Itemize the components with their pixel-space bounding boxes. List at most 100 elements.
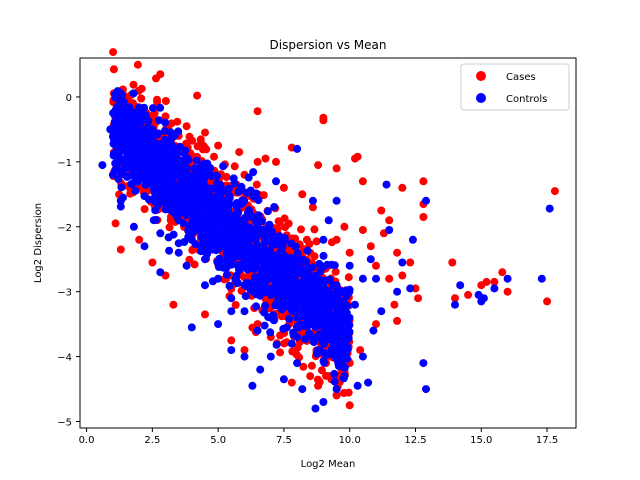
scatter-point bbox=[293, 343, 302, 352]
scatter-point bbox=[227, 294, 236, 303]
x-tick-label: 5.0 bbox=[210, 435, 226, 446]
scatter-point bbox=[187, 323, 196, 332]
scatter-point bbox=[223, 196, 232, 205]
scatter-point bbox=[324, 216, 333, 225]
scatter-point bbox=[286, 254, 295, 263]
scatter-point bbox=[188, 136, 197, 145]
scatter-point bbox=[227, 346, 236, 355]
scatter-point bbox=[161, 112, 170, 121]
x-tick-label: 17.5 bbox=[536, 435, 558, 446]
scatter-point bbox=[222, 173, 231, 181]
scatter-point bbox=[194, 185, 203, 194]
scatter-point bbox=[311, 404, 320, 413]
scatter-point bbox=[340, 326, 349, 335]
scatter-point bbox=[330, 261, 339, 270]
scatter-point bbox=[233, 279, 242, 287]
scatter-point bbox=[111, 219, 120, 228]
scatter-point bbox=[240, 352, 249, 361]
scatter-point bbox=[137, 94, 146, 103]
scatter-point bbox=[156, 70, 165, 79]
scatter-point bbox=[231, 301, 240, 309]
scatter-point bbox=[148, 125, 157, 134]
scatter-point bbox=[156, 103, 165, 112]
scatter-point bbox=[190, 164, 199, 173]
scatter-point bbox=[464, 290, 473, 299]
scatter-point bbox=[408, 235, 417, 244]
scatter-point bbox=[158, 185, 167, 194]
scatter-point bbox=[490, 284, 499, 293]
scatter-point bbox=[382, 180, 391, 189]
legend-marker-cases bbox=[476, 71, 486, 81]
scatter-point bbox=[280, 276, 289, 285]
scatter-point bbox=[279, 324, 288, 333]
legend: Cases Controls bbox=[460, 63, 570, 111]
scatter-point bbox=[120, 155, 129, 164]
scatter-point bbox=[219, 162, 228, 171]
scatter-point bbox=[235, 236, 244, 245]
scatter-point bbox=[297, 225, 305, 234]
scatter-point bbox=[319, 333, 328, 342]
scatter-point bbox=[129, 222, 138, 231]
scatter-point bbox=[181, 189, 190, 198]
scatter-point bbox=[149, 104, 157, 113]
scatter-point bbox=[135, 157, 144, 166]
scatter-point bbox=[151, 215, 160, 224]
scatter-point bbox=[254, 252, 263, 261]
scatter-point bbox=[253, 107, 262, 116]
scatter-point bbox=[205, 168, 213, 177]
scatter-point bbox=[490, 277, 499, 286]
scatter-point bbox=[154, 116, 163, 125]
scatter-point bbox=[260, 308, 269, 317]
scatter-point bbox=[188, 216, 197, 225]
scatter-point bbox=[270, 257, 279, 266]
scatter-point bbox=[197, 243, 206, 252]
scatter-point bbox=[300, 304, 309, 313]
scatter-point bbox=[296, 282, 305, 291]
scatter-point bbox=[353, 381, 362, 390]
y-axis-label: Log2 Dispersion bbox=[33, 203, 44, 283]
scatter-point bbox=[372, 320, 380, 329]
scatter-point bbox=[308, 196, 317, 205]
scatter-point bbox=[161, 118, 170, 127]
scatter-point bbox=[114, 112, 123, 121]
scatter-point bbox=[298, 293, 307, 302]
scatter-point bbox=[266, 287, 275, 296]
scatter-point bbox=[182, 261, 191, 270]
scatter-point bbox=[109, 65, 118, 74]
scatter-point bbox=[406, 258, 415, 267]
scatter-point bbox=[159, 172, 168, 181]
scatter-point bbox=[270, 203, 279, 211]
scatter-point bbox=[307, 361, 316, 370]
scatter-point bbox=[174, 248, 183, 257]
scatter-point bbox=[479, 294, 488, 303]
scatter-point bbox=[293, 333, 302, 342]
scatter-point bbox=[117, 90, 125, 98]
scatter-point bbox=[419, 213, 428, 221]
scatter-point bbox=[157, 158, 166, 167]
scatter-point bbox=[340, 222, 349, 231]
scatter-point bbox=[108, 170, 117, 179]
scatter-point bbox=[306, 372, 315, 381]
x-tick-label: 10.0 bbox=[339, 435, 361, 446]
scatter-point bbox=[282, 284, 290, 293]
scatter-point bbox=[276, 348, 285, 357]
scatter-point bbox=[312, 237, 321, 246]
scatter-point bbox=[201, 128, 209, 137]
scatter-point bbox=[332, 164, 341, 173]
scatter-point bbox=[448, 258, 457, 267]
scatter-point bbox=[151, 206, 160, 215]
scatter-point bbox=[148, 177, 157, 186]
scatter-point bbox=[333, 304, 342, 313]
scatter-point bbox=[279, 375, 288, 384]
scatter-point bbox=[187, 177, 196, 186]
scatter-point bbox=[186, 222, 195, 231]
scatter-point bbox=[106, 125, 115, 134]
scatter-point bbox=[214, 141, 223, 150]
scatter-point bbox=[156, 229, 165, 238]
scatter-point bbox=[161, 196, 170, 205]
scatter-point bbox=[188, 228, 197, 237]
scatter-point bbox=[550, 187, 559, 196]
scatter-point bbox=[272, 157, 280, 166]
scatter-point bbox=[178, 176, 187, 185]
